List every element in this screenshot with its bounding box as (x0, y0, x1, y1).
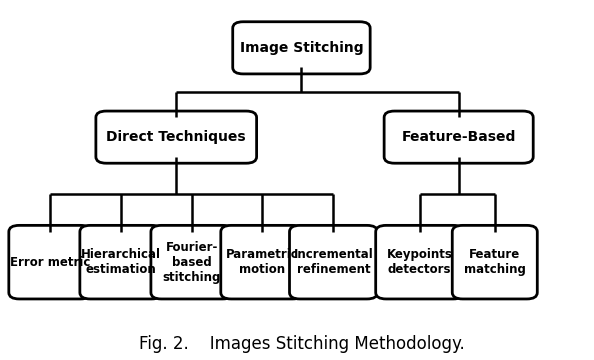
Text: Image Stitching: Image Stitching (239, 41, 364, 55)
FancyBboxPatch shape (384, 111, 533, 163)
Text: Keypoints
detectors: Keypoints detectors (387, 248, 453, 276)
FancyBboxPatch shape (221, 225, 303, 299)
FancyBboxPatch shape (9, 225, 91, 299)
FancyBboxPatch shape (289, 225, 377, 299)
FancyBboxPatch shape (452, 225, 538, 299)
Text: Fig. 2.    Images Stitching Methodology.: Fig. 2. Images Stitching Methodology. (138, 335, 465, 353)
FancyBboxPatch shape (151, 225, 233, 299)
Text: Feature-Based: Feature-Based (402, 130, 516, 144)
FancyBboxPatch shape (233, 22, 370, 74)
Text: Fourier-
based
stitching: Fourier- based stitching (163, 241, 221, 284)
Text: Direct Techniques: Direct Techniques (106, 130, 246, 144)
FancyBboxPatch shape (96, 111, 257, 163)
Text: Error metric: Error metric (10, 256, 90, 269)
FancyBboxPatch shape (375, 225, 464, 299)
Text: Feature
matching: Feature matching (464, 248, 526, 276)
Text: Parametric
motion: Parametric motion (226, 248, 298, 276)
FancyBboxPatch shape (80, 225, 162, 299)
Text: Incremental
refinement: Incremental refinement (293, 248, 374, 276)
Text: Hierarchical
estimation: Hierarchical estimation (81, 248, 161, 276)
